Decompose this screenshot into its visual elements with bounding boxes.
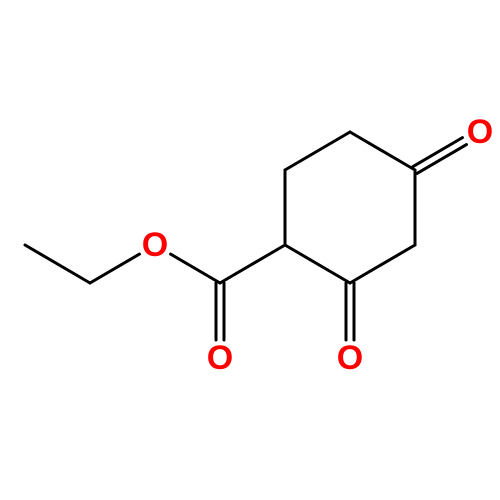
bond	[350, 132, 415, 170]
bond	[350, 245, 415, 283]
oxygen-atom: O	[467, 113, 493, 151]
bond	[220, 245, 285, 283]
oxygen-atom: O	[142, 226, 168, 264]
bond	[285, 245, 350, 283]
bond	[90, 254, 139, 283]
bond	[171, 254, 220, 283]
bond	[285, 132, 350, 170]
bond	[25, 245, 90, 283]
molecule-diagram: O O O O	[0, 0, 500, 500]
oxygen-atom: O	[337, 339, 363, 377]
oxygen-atom: O	[207, 339, 233, 377]
